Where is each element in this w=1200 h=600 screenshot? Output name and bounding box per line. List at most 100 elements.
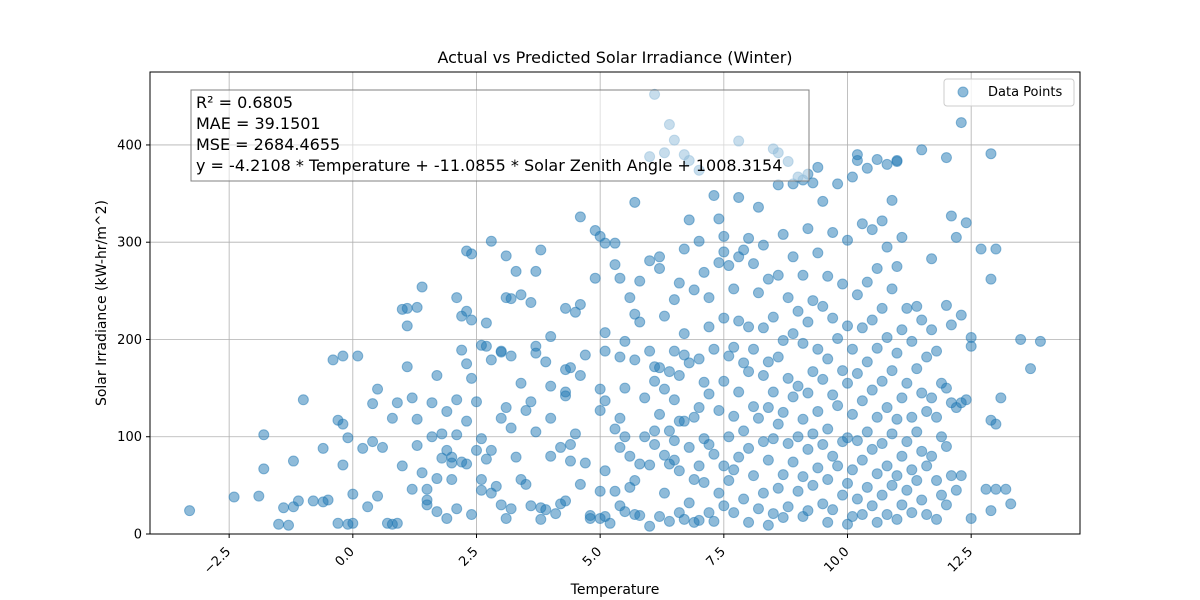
data-point [762, 273, 774, 285]
data-point [965, 332, 977, 344]
data-point [861, 162, 873, 174]
data-point [748, 343, 760, 355]
data-point [876, 215, 888, 227]
data-point [658, 383, 670, 395]
data-point [797, 337, 809, 349]
data-point [644, 255, 656, 267]
data-point [748, 401, 760, 413]
data-point [703, 388, 715, 400]
data-point [812, 247, 824, 259]
data-point [367, 398, 379, 410]
data-point [861, 276, 873, 288]
data-point [416, 467, 428, 479]
data-point [817, 498, 829, 510]
data-point [446, 457, 458, 469]
data-point [832, 178, 844, 190]
data-point [733, 386, 745, 398]
data-point [683, 214, 695, 226]
annotation-r2: R² = 0.6805 [196, 93, 293, 112]
data-point [921, 405, 933, 417]
data-point [906, 411, 918, 423]
data-point [431, 506, 443, 518]
data-point [654, 510, 666, 522]
data-point [827, 504, 839, 516]
data-point [762, 356, 774, 368]
chart-title: Actual vs Predicted Solar Irradiance (Wi… [437, 48, 792, 67]
data-point [624, 292, 636, 304]
data-point [881, 332, 893, 344]
data-point [713, 487, 725, 499]
data-point [832, 333, 844, 345]
data-point [792, 485, 804, 497]
data-point [842, 320, 853, 332]
data-point [574, 298, 586, 310]
data-point [461, 415, 473, 427]
data-point [466, 509, 478, 521]
data-point [846, 464, 858, 476]
data-point [881, 460, 893, 472]
data-point [347, 488, 359, 500]
data-point [545, 380, 557, 392]
y-tick-label: 400 [117, 138, 142, 153]
data-point [470, 444, 482, 456]
data-point [817, 373, 829, 385]
data-point [1000, 483, 1012, 495]
data-point [931, 411, 943, 423]
data-point [693, 460, 705, 472]
data-point [574, 478, 586, 490]
data-point [955, 470, 967, 482]
annotation-equation: y = -4.2108 * Temperature + -11.0855 * S… [196, 156, 782, 175]
data-point [940, 440, 952, 452]
data-point [278, 502, 290, 514]
data-point [871, 411, 883, 423]
data-point [777, 469, 789, 481]
data-point [520, 404, 532, 416]
data-point [525, 396, 537, 408]
data-point [866, 443, 878, 455]
data-point [926, 324, 938, 336]
data-point [792, 431, 804, 443]
data-point [757, 436, 769, 448]
data-point [822, 474, 834, 486]
data-point [846, 343, 858, 355]
data-point [861, 481, 873, 493]
data-point [480, 317, 492, 329]
data-point [812, 462, 824, 474]
data-point [757, 487, 769, 499]
data-point [797, 471, 809, 483]
data-point [619, 382, 631, 394]
data-point [574, 369, 586, 381]
data-point [733, 315, 745, 327]
data-point [881, 241, 893, 253]
data-point [560, 390, 572, 402]
data-point [911, 475, 923, 487]
y-axis-ticks: 0 100 200 300 400 [117, 138, 150, 543]
data-point [866, 314, 878, 326]
data-point [950, 231, 962, 243]
data-point [431, 473, 443, 485]
data-point [842, 234, 853, 246]
data-point [985, 273, 997, 285]
data-point [693, 235, 705, 247]
data-point [718, 375, 730, 387]
data-point [416, 281, 428, 293]
data-point [505, 293, 517, 305]
data-point [990, 418, 1002, 430]
data-point [634, 316, 646, 328]
data-point [663, 425, 675, 437]
data-point [752, 503, 764, 515]
data-point [901, 484, 913, 496]
data-point [1005, 498, 1017, 510]
data-point [619, 506, 631, 518]
data-point [752, 287, 764, 299]
data-point [654, 408, 666, 420]
data-point [861, 356, 873, 368]
x-axis-label: Temperature [570, 582, 660, 598]
data-point [466, 372, 478, 384]
data-point [891, 413, 903, 425]
data-point [644, 520, 656, 532]
data-point [787, 391, 799, 403]
data-point [485, 444, 497, 456]
data-point [748, 258, 760, 270]
